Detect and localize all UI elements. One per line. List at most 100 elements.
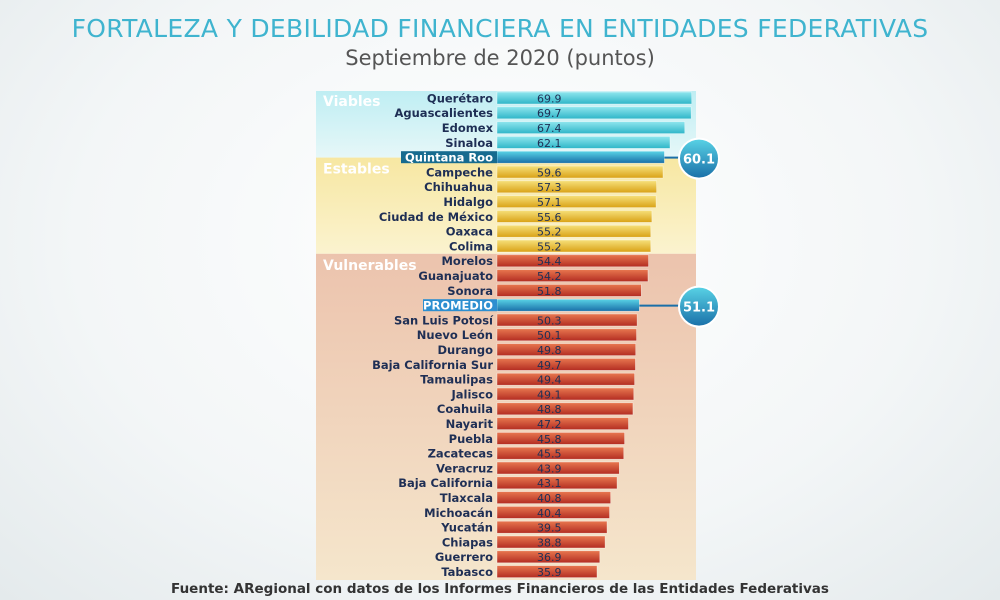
bar-ciudad-de-mexico — [496, 210, 653, 223]
callout-value-quintana-roo: 60.1 — [683, 153, 715, 168]
bar-promedio — [496, 298, 640, 312]
chart-subtitle: Septiembre de 2020 (puntos) — [345, 46, 655, 70]
highlight-tag-promedio — [423, 299, 497, 312]
bar-label-san-luis-potosi: San Luis Potosí — [394, 313, 494, 327]
bar-nuevo-leon — [496, 328, 637, 342]
value-label-jalisco: 49.1 — [537, 388, 562, 401]
highlight-tag-quintana-roo — [401, 151, 497, 164]
band-label-estables: Estables — [323, 162, 390, 178]
bar-puebla — [496, 432, 625, 445]
bar-labels: Querétaro 69.9 Aguascalientes 69.7 Edomex 67.… — [372, 91, 561, 579]
bar-baja-california-sur — [496, 358, 636, 371]
bar-label-guanajuato: Guanajuato — [418, 269, 493, 283]
bar-morelos — [496, 254, 649, 268]
bar-label-sonora: Sonora — [447, 284, 493, 298]
bar-label-puebla: Puebla — [449, 432, 493, 446]
bar-label-veracruz: Veracruz — [436, 461, 493, 475]
callout-bubble-promedio — [678, 285, 720, 328]
bar-aguascalientes — [496, 106, 692, 120]
value-label-zacatecas: 45.5 — [537, 448, 562, 461]
bar-colima — [496, 239, 652, 253]
value-label-hidalgo: 57.1 — [537, 196, 562, 209]
bar-label-zacatecas: Zacatecas — [428, 447, 494, 461]
bar-veracruz — [496, 461, 620, 475]
value-label-baja-california: 43.1 — [537, 477, 562, 490]
value-label-oaxaca: 55.2 — [537, 226, 562, 239]
value-label-ciudad-de-mexico: 55.6 — [537, 211, 562, 224]
value-label-queretaro: 69.9 — [537, 92, 562, 105]
value-label-morelos: 54.4 — [537, 255, 562, 268]
value-label-puebla: 45.8 — [537, 433, 562, 446]
value-label-san-luis-potosi: 50.3 — [537, 314, 562, 327]
bar-label-baja-california: Baja California — [398, 476, 493, 490]
value-label-baja-california-sur: 49.7 — [537, 359, 562, 372]
bar-label-nuevo-leon: Nuevo León — [417, 328, 493, 342]
bar-chihuahua — [496, 180, 657, 194]
bar-label-jalisco: Jalisco — [451, 387, 494, 401]
value-label-guanajuato: 54.2 — [537, 270, 562, 283]
band-label-vulnerables: Vulnerables — [323, 258, 417, 274]
bar-label-oaxaca: Oaxaca — [446, 225, 493, 239]
bar-guerrero — [496, 550, 601, 564]
value-label-tamaulipas: 49.4 — [537, 374, 562, 387]
bar-label-promedio: PROMEDIO — [423, 299, 493, 313]
bar-oaxaca — [496, 224, 652, 238]
bar-tamaulipas — [496, 372, 635, 386]
bar-label-morelos: Morelos — [441, 254, 493, 268]
value-label-coahuila: 48.8 — [537, 403, 562, 416]
bar-label-edomex: Edomex — [442, 121, 494, 135]
callout-bubble-quintana-roo — [678, 137, 720, 180]
bar-san-luis-potosi — [496, 313, 638, 327]
bar-label-aguascalientes: Aguascalientes — [394, 106, 493, 120]
bar-label-chihuahua: Chihuahua — [424, 180, 493, 194]
value-label-campeche: 59.6 — [537, 166, 562, 179]
value-label-guerrero: 36.9 — [537, 551, 562, 564]
bar-michoacan — [496, 506, 610, 519]
bar-hidalgo — [496, 195, 657, 208]
bar-sonora — [496, 284, 642, 297]
bar-tabasco — [496, 565, 598, 578]
bar-tlaxcala — [496, 491, 611, 504]
bar-label-colima: Colima — [449, 239, 493, 253]
bar-yucatan — [496, 520, 608, 534]
bar-baja-california — [496, 476, 618, 490]
value-label-nuevo-leon: 50.1 — [537, 329, 562, 342]
bar-campeche — [496, 165, 664, 179]
value-label-edomex: 67.4 — [537, 122, 562, 135]
bar-label-michoacan: Michoacán — [424, 506, 493, 520]
bar-label-chiapas: Chiapas — [442, 535, 493, 549]
bar-label-yucatan: Yucatán — [440, 521, 493, 535]
bar-label-queretaro: Querétaro — [427, 91, 493, 105]
bar-label-tlaxcala: Tlaxcala — [440, 491, 493, 505]
band-label-viables: Viables — [323, 94, 380, 110]
value-label-nayarit: 47.2 — [537, 418, 562, 431]
bar-queretaro — [496, 91, 693, 105]
value-label-sinaloa: 62.1 — [537, 137, 562, 150]
value-label-sonora: 51.8 — [537, 285, 562, 298]
value-label-chiapas: 38.8 — [537, 536, 562, 549]
bar-label-quintana-roo: Quintana Roo — [405, 151, 493, 165]
bar-label-baja-california-sur: Baja California Sur — [372, 358, 493, 372]
value-label-michoacan: 40.4 — [537, 507, 562, 520]
value-label-aguascalientes: 69.7 — [537, 107, 562, 120]
bar-series — [496, 91, 693, 578]
bar-edomex — [496, 121, 686, 134]
value-label-tabasco: 35.9 — [537, 566, 562, 579]
value-label-durango: 49.8 — [537, 344, 562, 357]
bar-guanajuato — [496, 269, 649, 282]
bar-quintana-roo — [496, 150, 665, 164]
bar-label-tabasco: Tabasco — [441, 565, 493, 579]
value-label-veracruz: 43.9 — [537, 462, 562, 475]
bar-coahuila — [496, 402, 634, 416]
bar-chiapas — [496, 535, 606, 549]
callouts: 60.1 51.1 — [639, 137, 720, 328]
source-note: Fuente: ARegional con datos de los Infor… — [171, 581, 829, 597]
value-label-chihuahua: 57.3 — [537, 181, 562, 194]
bar-sinaloa — [496, 136, 671, 149]
value-label-tlaxcala: 40.8 — [537, 492, 562, 505]
bar-label-nayarit: Nayarit — [446, 417, 494, 431]
value-label-yucatan: 39.5 — [537, 522, 562, 535]
bar-label-tamaulipas: Tamaulipas — [420, 373, 493, 387]
bar-zacatecas — [496, 446, 625, 460]
